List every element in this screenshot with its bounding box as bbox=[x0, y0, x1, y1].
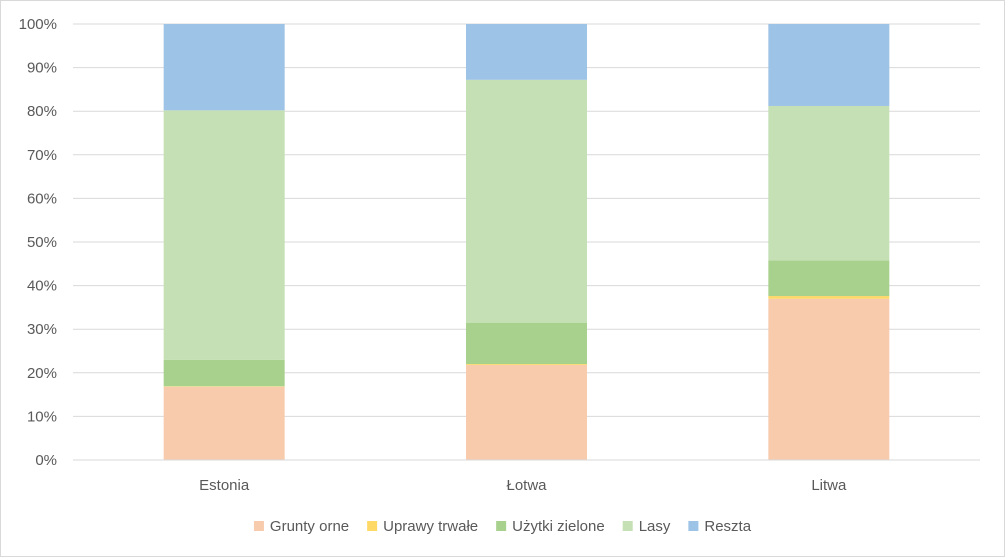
legend-label: Reszta bbox=[704, 518, 751, 535]
y-tick-label: 30% bbox=[27, 321, 57, 338]
legend-swatch bbox=[496, 521, 507, 531]
y-axis-ticks: 0% 10% 20% 30% 40% 50% 60% 70% 80% 90% 100% bbox=[19, 16, 57, 469]
y-tick-label: 20% bbox=[27, 365, 57, 382]
bar-segment-1-3 bbox=[768, 298, 890, 460]
x-axis: Estonia Łotwa Litwa bbox=[73, 459, 980, 494]
legend-swatch bbox=[253, 521, 264, 531]
legend-swatch bbox=[688, 521, 699, 531]
bar-segment-3-3 bbox=[768, 260, 890, 297]
y-tick-label: 40% bbox=[27, 278, 57, 295]
bar-segment-5-2 bbox=[466, 24, 587, 80]
y-tick-label: 50% bbox=[27, 234, 57, 251]
bar-segment-3-1 bbox=[163, 359, 285, 387]
y-tick-label: 60% bbox=[27, 190, 57, 207]
y-tick-label: 0% bbox=[35, 452, 57, 469]
legend-label: Lasy bbox=[639, 518, 671, 535]
legend-swatch bbox=[622, 521, 633, 531]
bars bbox=[163, 24, 890, 460]
x-category-label: Łotwa bbox=[506, 477, 547, 494]
bar-segment-1-1 bbox=[163, 386, 285, 460]
bar-segment-5-1 bbox=[163, 24, 285, 111]
y-tick-label: 70% bbox=[27, 147, 57, 164]
bar-segment-3-2 bbox=[466, 322, 587, 365]
bar-segment-2-2 bbox=[466, 364, 587, 365]
bar-segment-4-3 bbox=[768, 105, 890, 261]
x-category-label: Estonia bbox=[199, 477, 250, 494]
bar-segment-5-3 bbox=[768, 24, 890, 106]
y-tick-label: 80% bbox=[27, 103, 57, 120]
x-category-label: Litwa bbox=[811, 477, 847, 494]
bar-segment-4-2 bbox=[466, 79, 587, 323]
y-tick-label: 10% bbox=[27, 408, 57, 425]
y-tick-label: 90% bbox=[27, 60, 57, 77]
legend-label: Uprawy trwałe bbox=[383, 518, 478, 535]
bar-segment-1-2 bbox=[466, 364, 587, 460]
legend-label: Grunty orne bbox=[270, 518, 349, 535]
legend-swatch bbox=[367, 521, 378, 531]
legend-label: Użytki zielone bbox=[512, 518, 605, 535]
y-tick-label: 100% bbox=[19, 16, 57, 33]
bar-segment-2-3 bbox=[768, 296, 890, 299]
bar-segment-4-1 bbox=[163, 110, 285, 360]
legend: Grunty orne Uprawy trwałe Użytki zielone La… bbox=[253, 518, 752, 535]
